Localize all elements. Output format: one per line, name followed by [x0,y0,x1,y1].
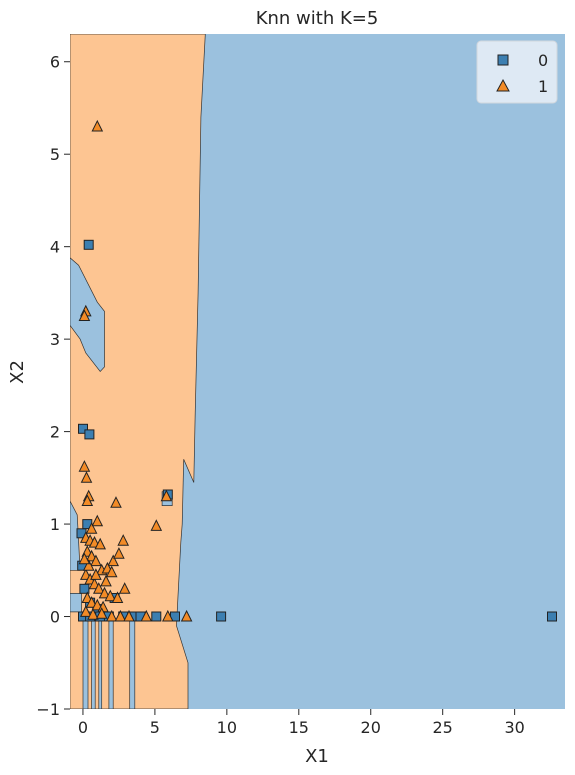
decision-regions [70,34,206,709]
class1-point-44 [161,609,174,622]
class1-point-37 [79,605,92,617]
class1-point-16 [117,534,130,546]
class1-point-34 [85,596,98,608]
x-tick-label-0: 0 [78,718,88,737]
y-tick-label-1: 1 [50,515,60,534]
class1-point-42 [123,609,135,622]
class1-point-49 [78,552,91,565]
class1-point-8 [91,514,104,527]
class1-point-43 [140,609,153,622]
class0-region-8 [129,616,136,709]
y-tick-label-6: 6 [50,53,60,72]
class0-region-3 [70,593,82,613]
class1-point-18 [113,547,125,559]
y-axis-ticks: −1 0 1 2 3 4 5 6 [36,53,70,719]
class1-point-48 [100,574,112,587]
class1-point-39 [95,607,108,619]
x-tick-label-10: 10 [217,718,237,737]
legend-label-0: 0 [538,51,548,70]
legend-triangle-marker [496,78,510,92]
class1-point-4 [80,471,93,483]
class0-region-6 [98,616,103,709]
class1-point-6 [81,494,94,506]
class1-point-45 [180,609,193,622]
x-axis-label: X1 [305,746,329,767]
class1-point-41 [114,609,127,622]
y-tick-label-2: 2 [50,423,60,442]
class0-point-1 [78,423,88,434]
class1-point-28 [92,582,105,594]
class1-point-24 [105,565,118,578]
x-tick-label-25: 25 [433,718,453,737]
class0-point-14 [151,611,162,622]
x-tick-label-20: 20 [361,718,381,737]
class1-point-29 [98,586,111,599]
class1-point-38 [87,608,99,620]
x-tick-label-30: 30 [504,718,524,737]
class0-point-16 [216,611,227,622]
x-tick-label-5: 5 [150,718,160,737]
plot-area [70,34,565,709]
class1-point-17 [107,554,120,567]
class0-region-4 [82,616,89,709]
class1-point-15 [94,537,107,550]
class1-region-0 [70,34,206,709]
y-tick-label-5: 5 [50,145,60,164]
y-tick-label-4: 4 [50,238,60,257]
scatter-points [76,119,557,622]
class1-point-2 [78,309,91,321]
class1-point-7 [85,522,98,534]
class1-point-47 [90,568,102,580]
class0-point-0 [83,239,94,250]
class1-point-30 [104,589,117,602]
class0-region-7 [108,616,114,709]
class1-point-0 [91,119,104,132]
class1-point-46 [82,559,95,571]
legend-label-1: 1 [538,77,548,96]
x-tick-label-15: 15 [289,718,309,737]
class1-point-9 [110,496,122,508]
class1-point-10 [150,519,163,531]
class1-point-11 [160,489,173,502]
y-tick-label-0: 0 [50,608,60,627]
class1-point-40 [105,609,118,622]
class1-point-31 [111,591,124,603]
legend-square-marker [497,54,509,66]
y-axis-label: X2 [7,360,28,384]
chart-title: Knn with K=5 [256,8,379,29]
y-tick-label--1: −1 [36,700,60,719]
x-axis-ticks: 0 5 10 15 20 25 30 [78,709,525,737]
y-tick-label-3: 3 [50,330,60,349]
class1-point-3 [78,460,91,472]
class0-point-2 [84,429,95,440]
class0-point-17 [547,611,557,622]
class0-region-5 [91,616,96,709]
class1-point-32 [118,582,131,594]
legend-box [476,40,558,104]
class1-point-21 [90,554,102,567]
legend: 0 1 [476,40,558,104]
